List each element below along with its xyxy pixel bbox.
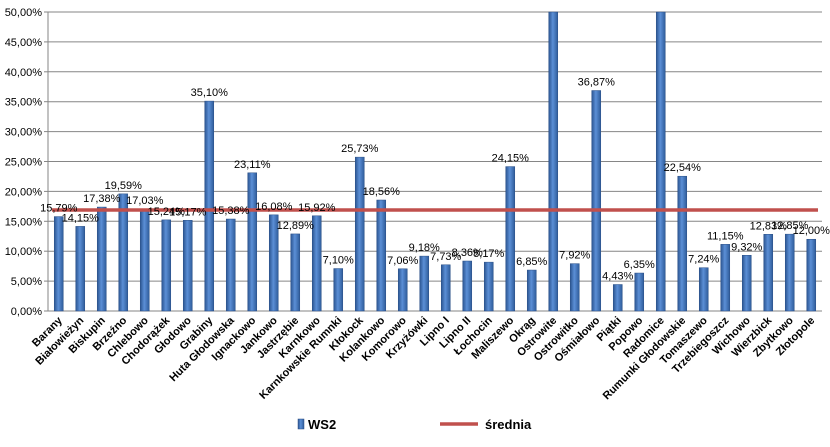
bar-kłokock <box>354 156 365 312</box>
data-label: 35,10% <box>191 87 229 99</box>
data-label: 24,15% <box>492 153 530 165</box>
data-label: 15,24% <box>148 206 186 218</box>
gridlines <box>44 11 822 312</box>
bar-tomaszewo <box>698 267 709 312</box>
bar-wierzbick <box>763 234 774 312</box>
data-label: 22,54% <box>664 162 702 174</box>
data-label: 18,56% <box>363 186 401 198</box>
data-label: 19,59% <box>105 180 143 192</box>
y-tick-label: 30,00% <box>5 127 43 139</box>
y-tick-label: 25,00% <box>5 157 43 169</box>
bar-huta-głodowska <box>225 218 236 312</box>
data-label: 6,35% <box>624 259 655 271</box>
data-label: 8,17% <box>473 248 504 260</box>
data-label: 15,79% <box>40 203 78 215</box>
bar-jastrzębie <box>290 233 301 312</box>
y-tick-label: 35,00% <box>5 97 43 109</box>
bar-maliszewo <box>505 166 516 312</box>
data-label: 7,92% <box>559 250 590 262</box>
data-label: 15,92% <box>298 202 336 214</box>
y-tick-label: 15,00% <box>5 216 43 228</box>
data-label: 8,36% <box>452 247 483 259</box>
bar-trzebiegoszcz <box>720 244 731 312</box>
data-label: 25,73% <box>341 143 379 155</box>
bar-lipno-i <box>440 264 451 312</box>
bar-radomice <box>655 11 666 312</box>
bar-zbytkowo <box>784 233 795 312</box>
bar-ignackowo <box>247 172 258 312</box>
data-label: 7,06% <box>387 255 418 267</box>
bar-popowo <box>634 272 645 312</box>
data-label: 7,10% <box>323 255 354 267</box>
bar-lipno-ii <box>462 260 473 312</box>
bar-białowieżyn <box>75 226 86 312</box>
bar-brzeźno <box>118 193 129 312</box>
data-label: 9,18% <box>409 242 440 254</box>
legend-label-srednia: średnia <box>485 417 532 432</box>
data-label: 15,38% <box>212 205 250 217</box>
bar-jankowo <box>268 214 279 312</box>
bars <box>53 11 817 312</box>
x-axis-categories: BaranyBiałowieżynBiskupinBrzeźnoChlebowo… <box>30 314 817 402</box>
y-tick-label: 5,00% <box>11 276 42 288</box>
data-label: 15,17% <box>169 206 207 218</box>
bar-piątki <box>612 284 623 312</box>
data-label: 9,32% <box>731 241 762 253</box>
bar-chlebowo <box>139 208 150 312</box>
data-label: 6,85% <box>516 256 547 268</box>
data-label: 14,15% <box>62 212 100 224</box>
y-tick-label: 40,00% <box>5 67 43 79</box>
bar-ośmiałowo <box>591 90 602 312</box>
data-label: 12,00% <box>793 225 830 237</box>
bar-komorowo <box>397 268 408 312</box>
bar-karnkowskie-rumnki <box>333 268 344 312</box>
bar-barany <box>53 216 64 312</box>
data-label: 7,24% <box>688 254 719 266</box>
bar-ostrowitko <box>569 263 580 312</box>
y-tick-label: 20,00% <box>5 186 43 198</box>
y-tick-label: 10,00% <box>5 246 43 258</box>
bar-wichowo <box>741 255 752 312</box>
y-axis-ticks: 0,00% 5,00% 10,00% 15,00% 20,00% 25,00% 30,00%… <box>5 7 43 318</box>
data-label: 23,11% <box>234 159 271 171</box>
data-label: 17,03% <box>126 195 164 207</box>
legend-label-ws2: WS2 <box>308 417 336 432</box>
data-labels: 15,79%14,15% 17,38%19,59% 17,03%15,24%15,1… <box>40 77 830 283</box>
bar-krzyżówki <box>419 255 430 312</box>
bar-łochocin <box>483 261 494 312</box>
y-tick-label: 0,00% <box>11 306 42 318</box>
data-label: 12,83% <box>750 220 788 232</box>
bar-rumunki-głodowskie <box>677 175 688 312</box>
bar-chodorążek <box>161 219 172 312</box>
bar-kolankowo <box>376 199 387 312</box>
data-label: 36,87% <box>578 77 616 89</box>
y-tick-label: 45,00% <box>5 37 43 49</box>
data-label: 7,73% <box>430 251 461 263</box>
bar-okrąg <box>526 269 537 312</box>
bar-ostrowite <box>548 11 559 312</box>
legend-bar-swatch <box>297 418 305 430</box>
data-label: 12,89% <box>277 220 315 232</box>
bar-biskupin <box>96 206 107 312</box>
data-label: 4,43% <box>602 271 633 283</box>
bar-grabiny <box>204 100 215 312</box>
bar-złotopole <box>806 238 817 312</box>
data-label: 12,85% <box>771 220 809 232</box>
bar-karnkowo <box>311 215 322 312</box>
y-tick-label: 50,00% <box>5 7 43 19</box>
legend: WS2 średnia <box>297 417 532 432</box>
bar-głodowo <box>182 220 193 312</box>
data-label: 16,08% <box>255 201 293 213</box>
data-label: 17,38% <box>83 193 121 205</box>
data-label: 11,15% <box>707 230 744 242</box>
